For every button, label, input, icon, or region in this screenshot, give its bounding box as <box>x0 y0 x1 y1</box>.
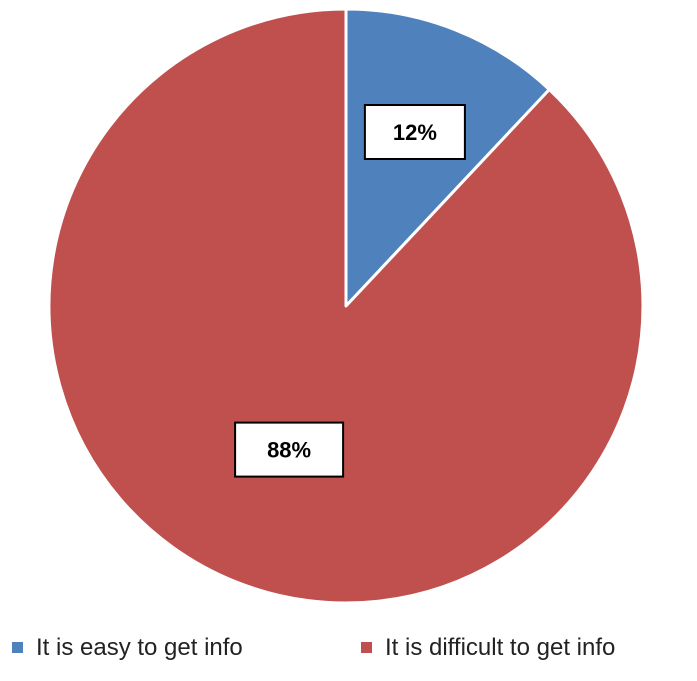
pie-slice-difficult <box>47 7 645 605</box>
legend-label: It is difficult to get info <box>385 634 615 661</box>
data-label-easy: 12% <box>363 104 466 160</box>
legend-item-easy: It is easy to get info <box>12 634 243 661</box>
legend: It is easy to get info It is difficult to… <box>12 634 615 661</box>
legend-swatch <box>361 642 372 653</box>
data-label-difficult: 88% <box>234 421 345 478</box>
data-label-box <box>363 104 466 160</box>
legend-item-difficult: It is difficult to get info <box>361 634 615 661</box>
legend-label: It is easy to get info <box>36 634 243 661</box>
data-label-text: 12% <box>393 120 437 145</box>
pie-slices <box>47 7 645 605</box>
data-label-text: 88% <box>267 438 311 463</box>
data-label-box <box>234 421 345 478</box>
legend-swatch <box>12 642 23 653</box>
data-labels: 12% 88% <box>234 104 466 478</box>
